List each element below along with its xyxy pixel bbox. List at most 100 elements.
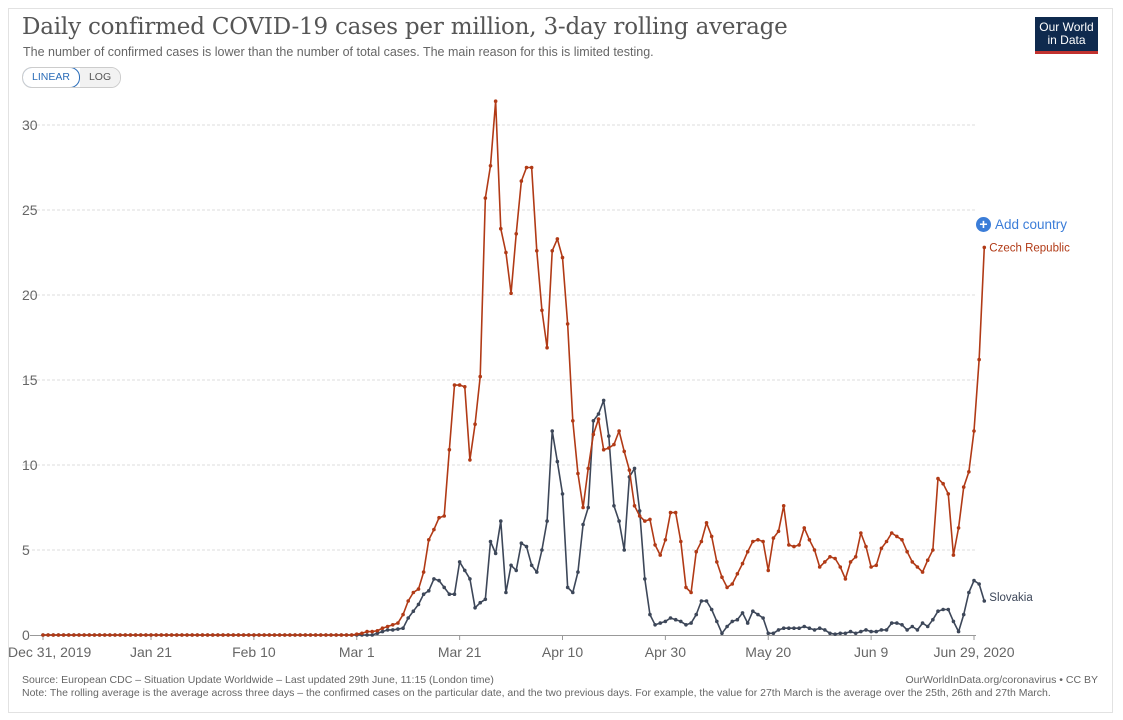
data-point xyxy=(946,607,951,612)
data-point xyxy=(925,558,930,562)
data-point xyxy=(709,534,714,539)
data-point xyxy=(432,577,436,581)
data-point xyxy=(154,633,158,637)
data-point xyxy=(648,517,652,522)
data-point xyxy=(509,291,513,296)
data-point xyxy=(766,631,771,636)
data-point xyxy=(138,633,143,637)
data-point xyxy=(601,447,606,452)
data-point xyxy=(730,582,735,586)
data-point xyxy=(859,531,863,535)
data-point xyxy=(128,633,133,637)
data-point xyxy=(740,611,745,615)
data-point xyxy=(493,551,498,556)
data-point xyxy=(679,539,683,544)
owid-logo[interactable]: Our World in Data xyxy=(1035,17,1098,54)
data-point xyxy=(262,633,266,637)
data-point xyxy=(725,624,729,629)
data-point xyxy=(483,597,488,602)
data-point xyxy=(483,196,488,200)
data-point xyxy=(967,470,971,474)
data-point xyxy=(406,616,411,620)
data-point xyxy=(56,633,61,637)
data-point xyxy=(643,519,647,523)
data-point xyxy=(231,633,236,637)
data-point xyxy=(663,619,668,624)
data-point xyxy=(365,629,369,634)
data-point xyxy=(838,565,843,569)
data-point xyxy=(41,633,45,637)
data-point xyxy=(571,590,575,595)
data-point xyxy=(817,565,822,569)
data-point xyxy=(715,560,719,564)
add-country-label: Add country xyxy=(995,217,1068,232)
data-point xyxy=(514,568,519,573)
data-point xyxy=(555,237,560,241)
data-point xyxy=(488,539,493,544)
data-point xyxy=(956,526,961,530)
series-end-label: Slovakia xyxy=(989,592,1033,604)
data-point xyxy=(102,633,107,637)
data-point xyxy=(910,560,915,564)
data-point xyxy=(596,417,601,421)
chart-subtitle: The number of confirmed cases is lower t… xyxy=(23,45,654,59)
data-point xyxy=(828,555,832,559)
data-point xyxy=(421,570,426,574)
data-point xyxy=(869,629,873,634)
data-point xyxy=(375,628,380,633)
data-point xyxy=(617,429,621,433)
data-point xyxy=(889,531,894,535)
data-point xyxy=(97,633,102,637)
data-point xyxy=(915,628,920,632)
data-point xyxy=(144,633,148,637)
data-point xyxy=(833,556,837,561)
data-point xyxy=(848,560,853,564)
data-point xyxy=(514,232,519,236)
data-point xyxy=(437,515,441,520)
data-point xyxy=(910,624,915,629)
data-point xyxy=(982,245,987,250)
data-point xyxy=(607,434,611,438)
data-point xyxy=(637,514,642,518)
x-tick-label: May 20 xyxy=(745,644,791,660)
data-point xyxy=(725,585,729,590)
data-point xyxy=(920,621,925,625)
credit-link[interactable]: OurWorldInData.org/coronavirus • CC BY xyxy=(905,674,1098,686)
data-point xyxy=(627,468,632,472)
data-point xyxy=(519,541,524,545)
data-point xyxy=(190,633,194,637)
data-point xyxy=(390,623,395,627)
data-point xyxy=(529,165,534,170)
data-point xyxy=(874,563,879,568)
data-point xyxy=(941,481,945,486)
data-point xyxy=(375,631,380,636)
data-point xyxy=(416,587,421,591)
data-point xyxy=(673,510,678,515)
data-point xyxy=(385,624,390,629)
source-text: Source: European CDC – Situation Update … xyxy=(22,674,494,686)
y-tick-label: 5 xyxy=(22,542,30,558)
data-point xyxy=(679,619,683,624)
data-point xyxy=(601,398,606,403)
data-point xyxy=(545,345,549,350)
data-point xyxy=(586,505,591,510)
data-point xyxy=(843,631,848,636)
data-point xyxy=(216,633,220,637)
add-country-button[interactable]: + Add country xyxy=(976,217,1067,232)
data-point xyxy=(735,572,740,576)
data-point xyxy=(226,633,230,637)
data-point xyxy=(889,621,894,625)
data-point xyxy=(267,633,272,637)
x-tick-label: Mar 21 xyxy=(438,644,482,660)
scale-log-button[interactable]: LOG xyxy=(79,68,121,87)
data-point xyxy=(787,626,791,630)
data-point xyxy=(180,633,184,637)
data-point xyxy=(437,578,441,583)
x-tick-label: Apr 10 xyxy=(542,644,583,660)
data-point xyxy=(607,446,611,450)
data-point xyxy=(77,633,81,637)
series[interactable] xyxy=(41,99,987,637)
scale-linear-button[interactable]: LINEAR xyxy=(23,68,80,87)
data-point xyxy=(895,534,899,539)
data-point xyxy=(761,616,765,620)
